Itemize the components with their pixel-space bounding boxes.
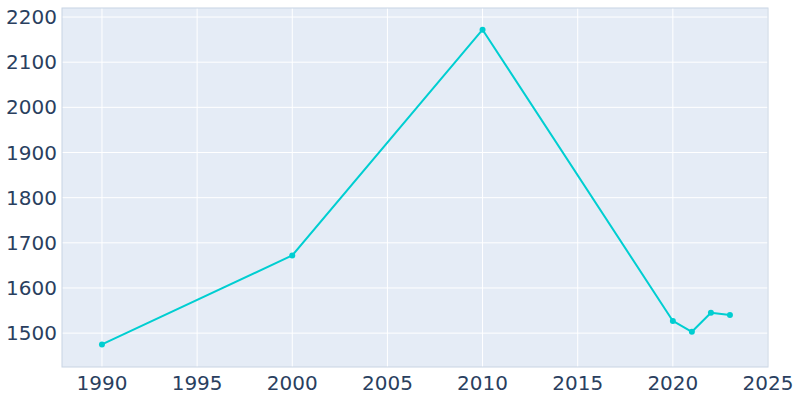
line xyxy=(102,30,730,345)
x-tick-label: 2020 xyxy=(647,371,698,395)
point xyxy=(480,27,486,33)
x-tick-label: 2000 xyxy=(267,371,318,395)
y-tick-label: 1800 xyxy=(6,186,57,210)
y-grid-line xyxy=(62,333,768,334)
y-tick-label: 2000 xyxy=(6,95,57,119)
point xyxy=(708,310,714,316)
point xyxy=(289,252,295,258)
y-tick-label: 1500 xyxy=(6,321,57,345)
y-tick-label: 1900 xyxy=(6,141,57,165)
y-tick-label: 2200 xyxy=(6,5,57,29)
y-grid-line xyxy=(62,17,768,18)
chart: 1990 1995 2000 2005 2010 2015 2020 2025 1500 1600… xyxy=(0,0,800,400)
point xyxy=(689,329,695,335)
plot-background xyxy=(62,8,768,367)
x-tick-label: 2025 xyxy=(743,371,794,395)
y-grid-line xyxy=(62,107,768,108)
series-group xyxy=(99,27,733,348)
x-tick-label: 1995 xyxy=(172,371,223,395)
point xyxy=(727,312,733,318)
y-tick-label: 1600 xyxy=(6,276,57,300)
y-grid-line xyxy=(62,197,768,198)
y-tick-label: 1700 xyxy=(6,231,57,255)
y-grid-line xyxy=(62,152,768,153)
point xyxy=(99,341,105,347)
chart-container: 1990 1995 2000 2005 2010 2015 2020 2025 1500 1600… xyxy=(0,0,800,400)
x-tick-label: 2010 xyxy=(457,371,508,395)
y-grid-line xyxy=(62,62,768,63)
y-tick-label: 2100 xyxy=(6,50,57,74)
plot-frame xyxy=(62,8,768,367)
y-grid-line xyxy=(62,242,768,243)
x-tick-label: 2015 xyxy=(552,371,603,395)
x-tick-label: 1990 xyxy=(77,371,128,395)
y-grid-line xyxy=(62,287,768,288)
point xyxy=(670,318,676,324)
x-tick-label: 2005 xyxy=(362,371,413,395)
